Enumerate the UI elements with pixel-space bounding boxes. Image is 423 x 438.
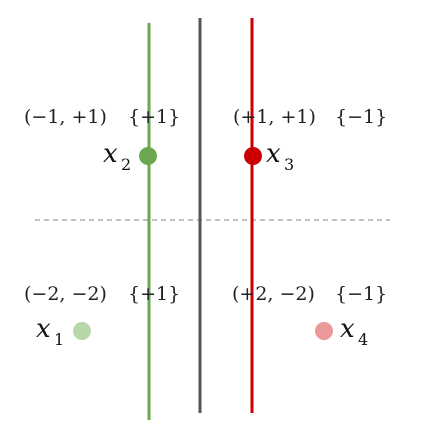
bottom-right-coords: (+2, −2)	[232, 283, 315, 305]
label-x3-subscript: 3	[284, 155, 294, 174]
label-x1-symbol: x	[36, 314, 51, 344]
top-right-coords: (+1, +1)	[233, 106, 316, 128]
bottom-left-label: {+1}	[128, 283, 180, 305]
bottom-left-coords: (−2, −2)	[24, 283, 107, 305]
point-x1	[73, 322, 91, 340]
label-x4-subscript: 4	[358, 330, 368, 349]
point-x4	[315, 322, 333, 340]
top-left-coords: (−1, +1)	[24, 106, 107, 128]
top-left-label: {+1}	[128, 106, 180, 128]
label-x1-subscript: 1	[54, 330, 64, 349]
label-x2-symbol: x	[103, 139, 118, 169]
label-x2-subscript: 2	[121, 155, 131, 174]
point-x2	[139, 147, 157, 165]
point-x3	[244, 147, 262, 165]
bottom-right-label: {−1}	[335, 283, 387, 305]
label-x3-symbol: x	[266, 139, 281, 169]
label-x4-symbol: x	[340, 314, 355, 344]
top-right-label: {−1}	[335, 106, 387, 128]
